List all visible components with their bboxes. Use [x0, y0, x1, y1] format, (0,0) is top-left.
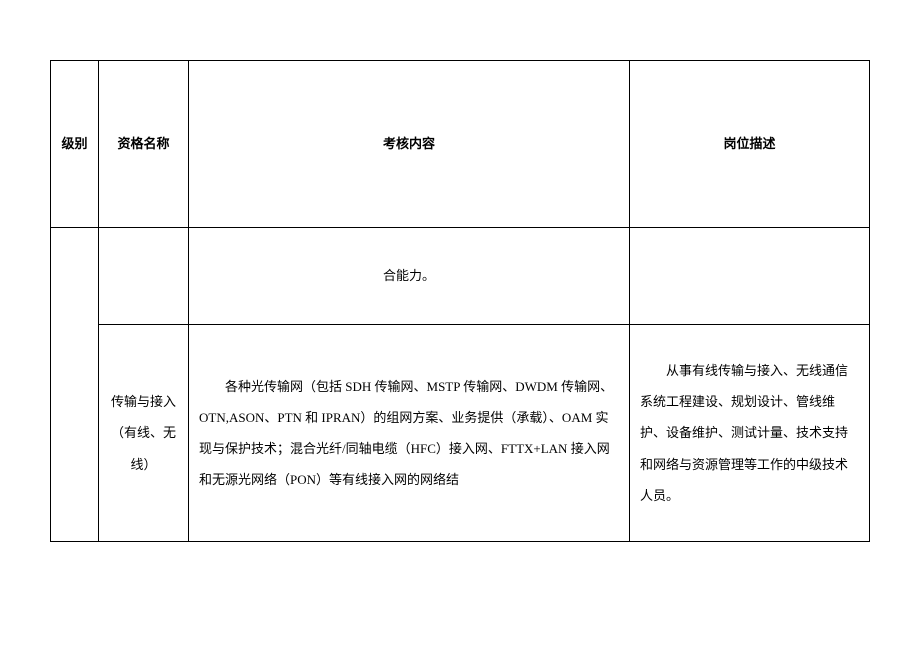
document-page: 级别 资格名称 考核内容 岗位描述 合能力。	[0, 0, 920, 582]
header-level: 级别	[51, 61, 99, 228]
cell-content: 各种光传输网（包括 SDH 传输网、MSTP 传输网、DWDM 传输网、OTN,…	[189, 325, 630, 542]
table-row: 传输与接入（有线、无线） 各种光传输网（包括 SDH 传输网、MSTP 传输网、…	[51, 325, 870, 542]
cell-content-text: 合能力。	[195, 260, 623, 291]
qualification-table: 级别 资格名称 考核内容 岗位描述 合能力。	[50, 60, 870, 542]
header-description: 岗位描述	[630, 61, 870, 228]
table-header-row: 级别 资格名称 考核内容 岗位描述	[51, 61, 870, 228]
header-description-text: 岗位描述	[723, 136, 775, 151]
cell-qualification	[99, 228, 189, 325]
cell-qualification: 传输与接入（有线、无线）	[99, 325, 189, 542]
table-row: 合能力。	[51, 228, 870, 325]
header-qualification-text: 资格名称	[117, 136, 169, 151]
header-content-text: 考核内容	[383, 136, 435, 151]
header-content: 考核内容	[189, 61, 630, 228]
cell-qualification-text: 传输与接入（有线、无线）	[105, 386, 182, 480]
cell-description: 从事有线传输与接入、无线通信系统工程建设、规划设计、管线维护、设备维护、测试计量…	[630, 325, 870, 542]
header-level-text: 级别	[61, 136, 87, 151]
header-qualification: 资格名称	[99, 61, 189, 228]
cell-description-text: 从事有线传输与接入、无线通信系统工程建设、规划设计、管线维护、设备维护、测试计量…	[636, 355, 863, 511]
cell-level	[51, 228, 99, 542]
cell-content: 合能力。	[189, 228, 630, 325]
cell-description	[630, 228, 870, 325]
cell-content-text: 各种光传输网（包括 SDH 传输网、MSTP 传输网、DWDM 传输网、OTN,…	[195, 371, 623, 496]
